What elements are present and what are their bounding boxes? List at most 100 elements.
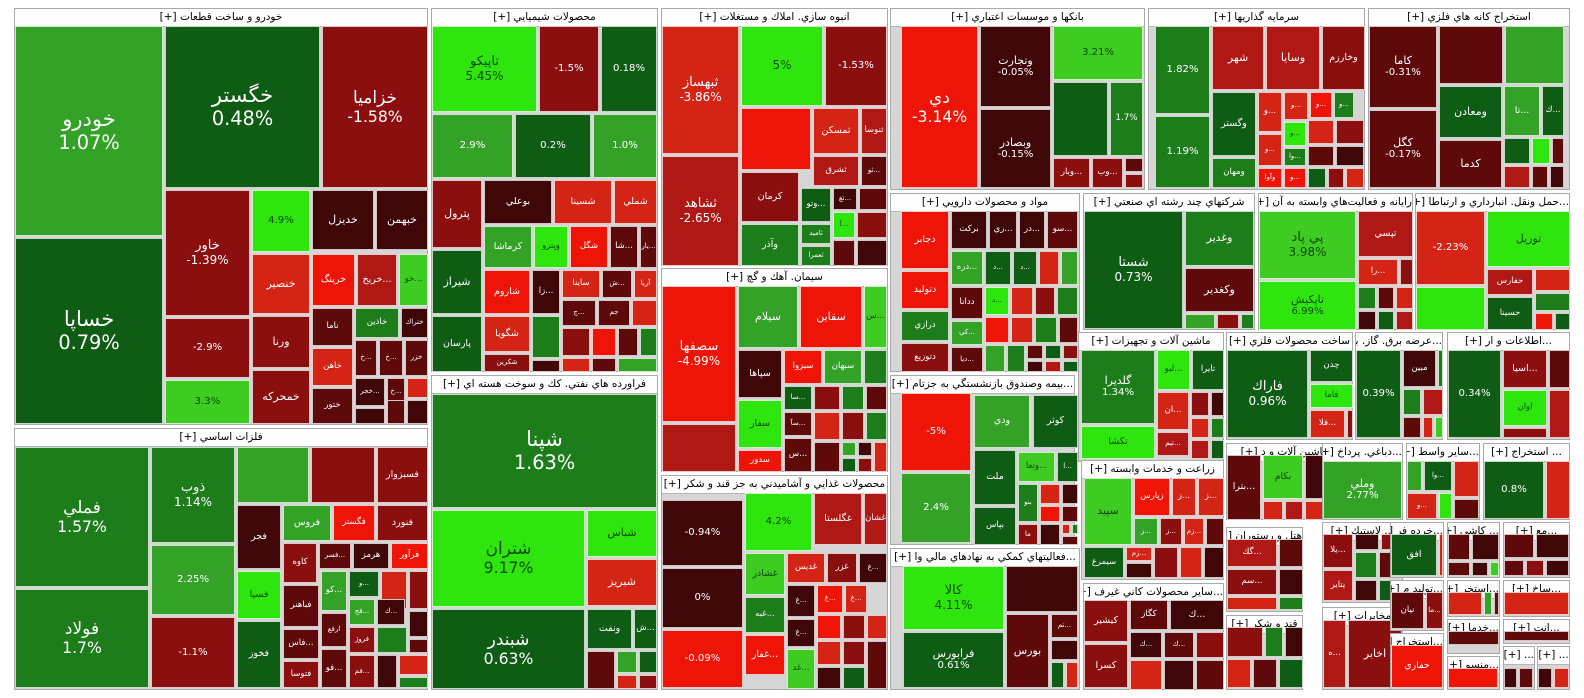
stock-tile[interactable] — [1438, 350, 1443, 387]
stock-tile[interactable] — [1355, 552, 1377, 578]
stock-tile[interactable]: غزر — [827, 553, 857, 583]
stock-tile[interactable] — [1196, 632, 1224, 658]
stock-tile[interactable] — [1378, 287, 1394, 309]
sector-header[interactable]: ...حمل ونقل. انبارداري و ارتباطا [+] — [1416, 194, 1569, 212]
stock-tile[interactable] — [1027, 361, 1043, 372]
stock-tile[interactable]: ...غ — [845, 585, 867, 613]
stock-tile[interactable] — [407, 400, 428, 424]
stock-tile[interactable] — [1549, 350, 1570, 388]
stock-tile[interactable] — [1279, 569, 1303, 595]
stock-tile[interactable]: ...يار — [640, 226, 657, 268]
stock-tile[interactable] — [1279, 539, 1303, 567]
stock-tile[interactable] — [817, 615, 841, 639]
stock-tile[interactable]: ...ك — [377, 599, 405, 625]
stock-tile[interactable] — [1039, 251, 1059, 285]
stock-tile[interactable] — [843, 615, 865, 639]
stock-tile[interactable]: ...غبه — [745, 597, 785, 633]
stock-tile[interactable]: سدور — [738, 450, 782, 472]
stock-tile[interactable]: ...كي — [951, 321, 983, 345]
stock-tile[interactable]: 1.82% — [1155, 26, 1210, 114]
stock-tile[interactable] — [866, 386, 887, 410]
stock-tile[interactable]: تايرا — [1192, 350, 1224, 390]
stock-tile[interactable] — [1062, 536, 1078, 545]
stock-tile[interactable]: 2.25% — [151, 545, 235, 615]
stock-tile[interactable] — [1454, 499, 1479, 519]
stock-tile[interactable]: -5% — [901, 393, 971, 471]
stock-tile[interactable]: 3.21% — [1053, 26, 1143, 80]
stock-tile[interactable]: خمحركه — [252, 370, 310, 424]
stock-tile[interactable]: سيلام — [738, 286, 798, 348]
stock-tile[interactable]: خاذين — [355, 308, 399, 338]
stock-tile[interactable]: 0.2% — [515, 114, 591, 178]
stock-tile[interactable]: بپاس — [974, 507, 1016, 545]
stock-tile[interactable]: ...د — [1013, 251, 1037, 285]
sector-header[interactable]: استخراج كانه هاي فلزي [+] — [1369, 9, 1569, 27]
stock-tile[interactable]: ...ز — [1198, 478, 1224, 516]
stock-tile[interactable]: ...وتعا — [1018, 452, 1055, 482]
stock-tile[interactable]: ...ا — [1057, 452, 1078, 482]
stock-tile[interactable]: وگستر — [1212, 92, 1256, 156]
stock-tile[interactable] — [377, 627, 407, 653]
stock-tile[interactable]: ساينا — [562, 270, 600, 298]
stock-tile[interactable]: ودي — [974, 395, 1030, 448]
stock-tile[interactable]: ...را — [1358, 259, 1398, 285]
stock-tile[interactable]: ...و — [1284, 122, 1306, 146]
stock-tile[interactable] — [864, 350, 887, 384]
stock-tile[interactable]: 0% — [662, 568, 743, 628]
stock-tile[interactable] — [407, 378, 428, 398]
stock-tile[interactable]: ...ك — [1130, 632, 1162, 658]
stock-tile[interactable]: ...غ — [859, 553, 887, 583]
stock-tile[interactable] — [1439, 493, 1452, 519]
stock-tile[interactable]: ختور — [312, 388, 353, 424]
stock-tile[interactable]: ...و — [1258, 134, 1282, 166]
stock-tile[interactable]: ...فو — [321, 649, 347, 688]
stock-tile[interactable]: دجابر — [901, 211, 949, 269]
sector-header[interactable]: فراورده هاي نفتي. كك و سوخت هسته اي [+] — [432, 376, 657, 394]
stock-tile[interactable]: فسپا — [237, 571, 281, 619]
stock-tile[interactable] — [842, 386, 864, 410]
stock-tile[interactable]: ...سم — [1227, 569, 1277, 595]
sector-header[interactable]: ... [+] — [1504, 647, 1534, 665]
stock-tile[interactable]: شگل — [570, 226, 608, 268]
stock-tile[interactable] — [1504, 592, 1569, 615]
stock-tile[interactable]: ...زم — [1126, 547, 1152, 561]
stock-tile[interactable] — [1279, 597, 1303, 610]
sector-header[interactable]: محصولات غذايي و آشاميدني به جز قند و شكر… — [662, 476, 887, 494]
stock-tile[interactable]: وتجارت -0.05% — [980, 26, 1051, 107]
stock-tile[interactable]: وآذر — [741, 224, 799, 266]
stock-tile[interactable] — [842, 458, 856, 472]
stock-tile[interactable]: ...خو — [399, 254, 428, 306]
stock-tile[interactable]: فروژ — [349, 627, 375, 653]
stock-tile[interactable]: نيان — [1391, 592, 1424, 629]
stock-tile[interactable]: ثشاهد -2.65% — [662, 156, 739, 266]
stock-tile[interactable] — [842, 442, 856, 456]
stock-tile[interactable] — [1448, 534, 1470, 560]
stock-tile[interactable] — [1045, 345, 1061, 359]
stock-tile[interactable]: 0.34% — [1448, 350, 1501, 438]
stock-tile[interactable] — [867, 615, 887, 639]
stock-tile[interactable]: غديس — [787, 553, 825, 583]
stock-tile[interactable]: ...سو — [1047, 211, 1078, 249]
stock-tile[interactable]: وكغدير — [1185, 268, 1254, 312]
sector-header[interactable]: فلزات اساسي [+] — [15, 429, 427, 447]
stock-tile[interactable] — [1125, 158, 1143, 172]
stock-tile[interactable]: فنورد — [377, 505, 428, 541]
stock-tile[interactable] — [833, 240, 855, 266]
stock-tile[interactable] — [409, 571, 428, 609]
stock-tile[interactable] — [1227, 597, 1277, 610]
stock-tile[interactable] — [1279, 659, 1303, 688]
stock-tile[interactable]: 1.19% — [1155, 116, 1210, 188]
sector-header[interactable]: ... استخراج [+] — [1484, 444, 1569, 462]
stock-tile[interactable]: ...ديا — [951, 347, 983, 372]
stock-tile[interactable] — [1490, 562, 1499, 576]
stock-tile[interactable]: ...دره — [951, 251, 983, 285]
stock-tile[interactable]: وآوا — [1258, 168, 1282, 188]
stock-tile[interactable] — [1035, 287, 1055, 315]
stock-tile[interactable]: خاور -1.39% — [165, 190, 250, 316]
stock-tile[interactable]: -0.09% — [662, 630, 743, 688]
stock-tile[interactable]: ...وا — [1284, 148, 1306, 166]
stock-tile[interactable]: وپترو — [534, 226, 568, 268]
sector-header[interactable]: زراعت و خدمات وابسته [+] — [1082, 461, 1223, 479]
stock-tile[interactable] — [1472, 534, 1499, 560]
stock-tile[interactable] — [1217, 314, 1239, 329]
